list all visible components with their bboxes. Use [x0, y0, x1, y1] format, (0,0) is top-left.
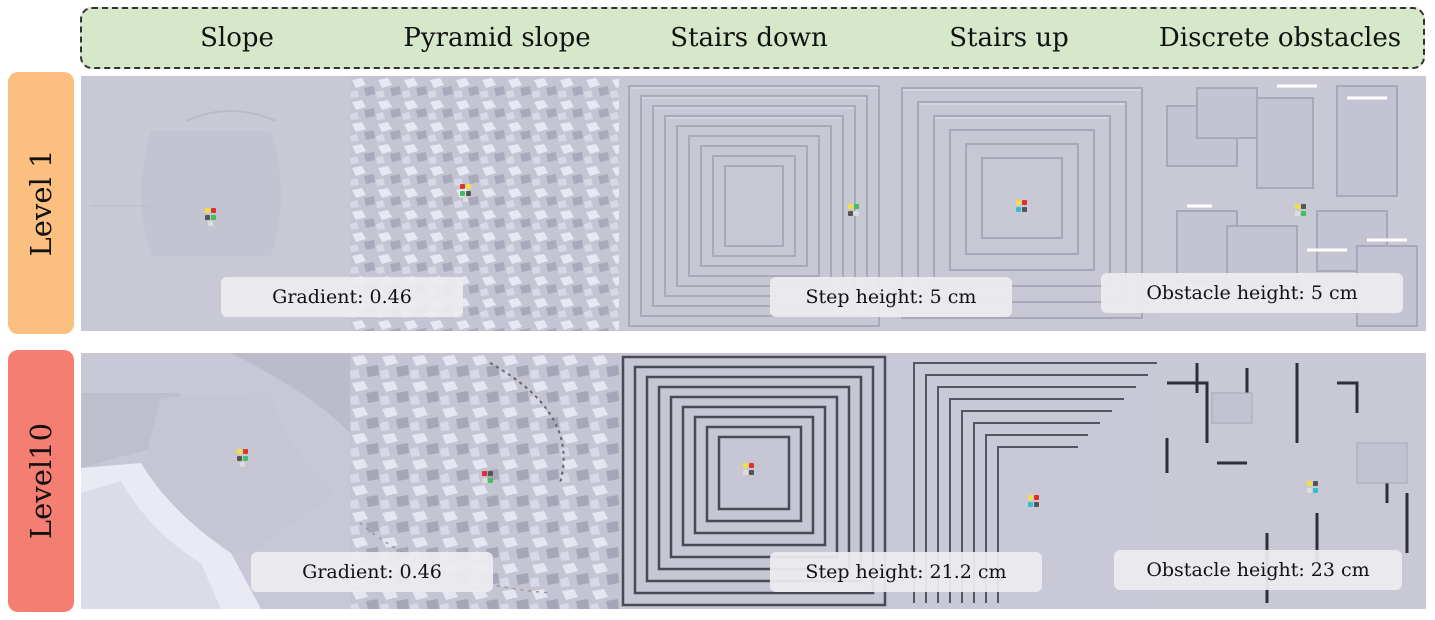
- level-10-row: Gradient: 0.46 Step height: 21.2 cm Obst…: [81, 353, 1426, 609]
- robot-icon: [1295, 204, 1309, 224]
- column-title-discrete-obstacles: Discrete obstacles: [1158, 23, 1402, 53]
- caption-level-10-obstacle-height: Obstacle height: 23 cm: [1114, 550, 1402, 590]
- level-1-row: Gradient: 0.46 Step height: 5 cm Obstacl…: [81, 76, 1426, 331]
- caption-level-10-step-height: Step height: 21.2 cm: [770, 552, 1042, 592]
- level-1-label: Level 1: [24, 149, 58, 257]
- terrain-type-header: Slope Pyramid slope Stairs down Stairs u…: [80, 7, 1425, 69]
- level-1-tab: Level 1: [8, 72, 74, 334]
- robot-icon: [1016, 200, 1030, 220]
- robot-icon: [1028, 495, 1042, 515]
- robot-icon: [1307, 481, 1321, 501]
- robot-icon: [848, 204, 862, 224]
- robot-icon: [460, 184, 474, 204]
- terrain-stairs-down-level-10: [619, 353, 888, 609]
- robot-icon: [237, 449, 251, 469]
- caption-level-1-step-height: Step height: 5 cm: [770, 277, 1012, 317]
- column-title-slope: Slope: [200, 23, 274, 53]
- stairs-down-terrain-render: [619, 353, 888, 609]
- slope-terrain-render: [81, 76, 350, 331]
- column-title-pyramid-slope: Pyramid slope: [403, 23, 591, 53]
- caption-level-1-obstacle-height: Obstacle height: 5 cm: [1101, 273, 1403, 313]
- robot-icon: [743, 463, 757, 483]
- level-10-tab: Level10: [8, 350, 74, 612]
- caption-level-1-slope-gradient: Gradient: 0.46: [221, 277, 463, 317]
- column-title-stairs-up: Stairs up: [949, 23, 1069, 53]
- caption-level-10-slope-gradient: Gradient: 0.46: [251, 552, 493, 592]
- robot-icon: [205, 208, 219, 228]
- terrain-slope-level-1: [81, 76, 350, 331]
- column-title-stairs-down: Stairs down: [670, 23, 828, 53]
- robot-icon: [482, 471, 496, 491]
- level-10-label: Level10: [24, 422, 58, 540]
